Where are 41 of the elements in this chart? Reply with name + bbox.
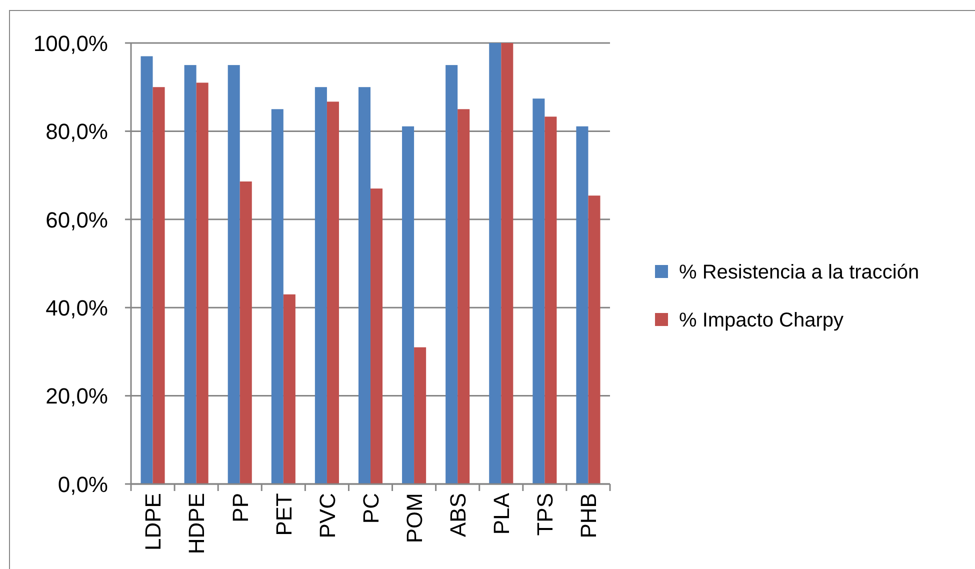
x-tick-label: PLA [489,492,514,535]
x-tick-label: PET [271,493,296,536]
bar [283,294,296,484]
legend-label: % Impacto Charpy [679,310,844,332]
bar [489,43,502,484]
bar [446,65,458,484]
legend-label: % Resistencia a la tracción [679,262,920,284]
x-tick-label: TPS [532,493,558,536]
bar [240,181,252,484]
bar [228,65,240,484]
bar [184,65,196,484]
bar [544,116,557,484]
bar [196,82,208,484]
bar [588,196,600,484]
x-tick-label: PC [358,492,384,524]
bar [140,56,153,484]
bar [402,126,414,484]
bar [576,126,588,484]
x-tick-label: PHB [576,493,602,538]
y-tick-label: 20,0% [46,384,108,409]
bar [501,43,514,484]
x-tick-label: ABS [446,493,471,538]
bar [326,102,339,484]
bar [370,188,383,484]
bar [271,109,284,484]
y-tick-label: 0,0% [58,472,108,497]
y-tick-label: 100,0% [33,30,108,56]
bar [152,87,165,484]
y-tick-label: 60,0% [46,207,108,232]
y-tick-label: 80,0% [46,119,108,144]
y-tick-label: 40,0% [46,296,108,321]
bar [532,98,545,484]
bar [314,87,327,484]
bar [358,87,370,484]
x-tick-label: HDPE [184,493,210,554]
x-tick-label: PVC [314,492,340,538]
x-tick-label: PP [228,493,253,522]
x-tick-label: LDPE [140,493,166,550]
bar [414,347,426,484]
x-tick-label: POM [402,493,427,544]
bar [458,109,470,484]
